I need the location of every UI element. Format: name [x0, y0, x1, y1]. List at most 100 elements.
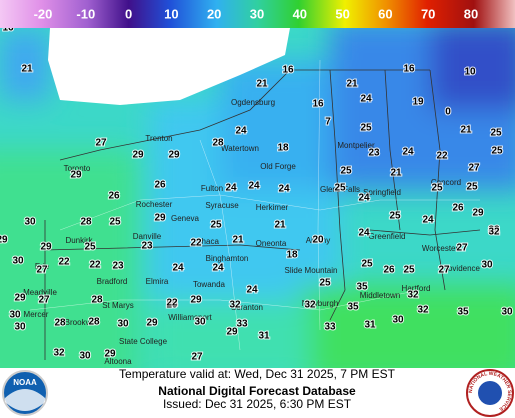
temperature-label: 28 — [88, 317, 100, 328]
temperature-label: 25 — [431, 183, 443, 194]
temperature-label: 24 — [172, 263, 184, 274]
temperature-label: 27 — [36, 265, 48, 276]
city-label: Springfield — [363, 188, 401, 197]
city-label: St Marys — [102, 301, 134, 310]
temperature-label: 21 — [460, 125, 472, 136]
temperature-label: 26 — [108, 191, 120, 202]
city-label: Glens Falls — [320, 185, 360, 194]
scale-label: 60 — [378, 6, 392, 21]
temperature-label: 33 — [236, 319, 248, 330]
temperature-label: 29 — [146, 318, 158, 329]
temperature-label: 30 — [194, 317, 206, 328]
temperature-label: 26 — [452, 203, 464, 214]
temperature-label: 24 — [360, 94, 372, 105]
noaa-logo: NOAA — [2, 370, 48, 416]
temperature-label: 35 — [347, 302, 359, 313]
temperature-label: 29 — [132, 150, 144, 161]
temperature-label: 30 — [12, 256, 24, 267]
scale-label: 10 — [164, 6, 178, 21]
temperature-label: 28 — [212, 138, 224, 149]
valid-time: Temperature valid at: Wed, Dec 31 2025, … — [119, 367, 396, 381]
temperature-label: 24 — [358, 228, 370, 239]
city-label: Ithaca — [197, 237, 219, 246]
scale-label: 0 — [125, 6, 132, 21]
city-label: Williamsport — [168, 313, 212, 322]
temperature-label: 25 — [334, 183, 346, 194]
temperature-label: 32 — [229, 300, 241, 311]
city-label: Ogdensburg — [231, 98, 275, 107]
coastal-zone — [300, 285, 515, 368]
city-label: Binghamton — [206, 254, 249, 263]
temperature-label: 30 — [24, 217, 36, 228]
temperature-label: 31 — [258, 331, 270, 342]
temperature-label: 30 — [14, 322, 26, 333]
city-label: Towanda — [193, 280, 226, 289]
city-label: Montpelier — [337, 141, 375, 150]
temperature-label: 26 — [154, 180, 166, 191]
temperature-label: 27 — [95, 138, 107, 149]
temperature-label: 29 — [190, 295, 202, 306]
temperature-label: 26 — [383, 265, 395, 276]
temperature-label: 0 — [445, 107, 451, 118]
temperature-label: 29 — [14, 293, 26, 304]
temperature-label: 22 — [58, 257, 70, 268]
temperature-label: 18 — [286, 250, 298, 261]
city-label: Concord — [431, 178, 461, 187]
temperature-label: 25 — [109, 217, 121, 228]
city-label: Newburgh — [302, 299, 338, 308]
nws-logo: NATIONAL WEATHER SERVICE — [466, 369, 514, 417]
temperature-label: 29 — [0, 235, 8, 246]
temperature-label: 25 — [389, 211, 401, 222]
state-border — [44, 244, 301, 251]
temperature-field — [0, 28, 515, 368]
city-label: Dunkirk — [65, 236, 93, 245]
scale-label: -10 — [76, 6, 95, 21]
temperature-label: 21 — [274, 220, 286, 231]
city-label: Altoona — [104, 357, 132, 366]
temperature-label: 10 — [464, 67, 476, 78]
no-data-area — [48, 28, 290, 105]
city-label: Rochester — [136, 200, 173, 209]
state-border — [329, 69, 346, 321]
road — [29, 289, 421, 311]
roads — [29, 59, 480, 351]
temperature-labels: 16 21 16 21 21 16 10 24 16 19 0 7 25 21 25 24 27 28 18 23 24… — [0, 28, 514, 364]
temperature-label: 27 — [38, 295, 50, 306]
temperature-label: 30 — [501, 307, 513, 318]
south-zone — [150, 300, 310, 368]
city-label: Albany — [306, 236, 330, 245]
temperature-label: 7 — [325, 117, 331, 128]
state-border — [429, 69, 446, 291]
temperature-label: 27 — [456, 243, 468, 254]
temperature-label: 23 — [112, 261, 124, 272]
city-label: Worcester — [422, 244, 459, 253]
temperature-label: 32 — [488, 227, 500, 238]
temperature-label: 18 — [277, 143, 289, 154]
city-label: Syracuse — [205, 201, 239, 210]
maine-zone — [430, 28, 515, 110]
temperature-label: 28 — [80, 217, 92, 228]
scale-label: 50 — [335, 6, 349, 21]
temperature-label: 23 — [141, 241, 153, 252]
temperature-label: 24 — [246, 285, 258, 296]
nws-inner — [478, 381, 502, 405]
temperature-label: 24 — [422, 215, 434, 226]
temperature-label: 32 — [304, 300, 316, 311]
city-label: Meadville — [23, 288, 57, 297]
city-label: Oneonta — [256, 239, 287, 248]
issued-time: Issued: Dec 31 2025, 6:30 PM EST — [163, 397, 352, 411]
temperature-label: 25 — [361, 259, 373, 270]
temperature-label: 19 — [412, 97, 424, 108]
temperature-label: 23 — [368, 148, 380, 159]
temperature-label: 25 — [403, 265, 415, 276]
temperature-label: 29 — [154, 213, 166, 224]
city-label: Danville — [133, 232, 162, 241]
temperature-label: 25 — [466, 182, 478, 193]
state-border — [384, 69, 401, 231]
color-scale-labels: -20 -10 0 10 20 30 40 50 60 70 80 — [34, 6, 479, 21]
scale-label: -20 — [34, 6, 53, 21]
city-label: Geneva — [171, 214, 200, 223]
temperature-label: 24 — [358, 193, 370, 204]
